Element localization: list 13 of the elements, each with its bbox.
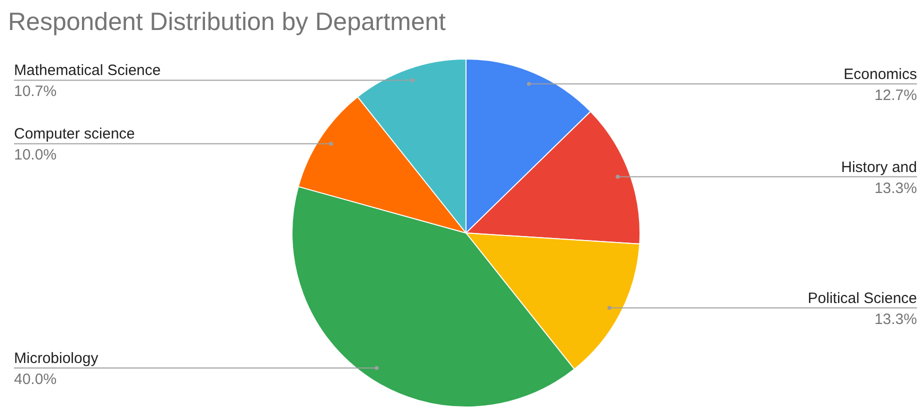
slice-label: Mathematical Science: [14, 62, 161, 80]
data-label: 13.3%: [874, 310, 917, 328]
slice-label: Computer science: [14, 126, 135, 143]
slice-label: Economics: [844, 66, 917, 83]
chart-title: Respondent Distribution by Department: [8, 8, 446, 36]
slice-label: Microbiology: [14, 350, 99, 367]
slice-label: History and: [841, 158, 917, 176]
data-label: 10.7%: [14, 83, 57, 100]
data-label: 12.7%: [874, 86, 917, 104]
data-label: 10.0%: [14, 146, 57, 164]
data-label: 13.3%: [874, 180, 917, 197]
data-label: 40.0%: [14, 370, 57, 388]
slice-label: Political Science: [808, 290, 917, 307]
